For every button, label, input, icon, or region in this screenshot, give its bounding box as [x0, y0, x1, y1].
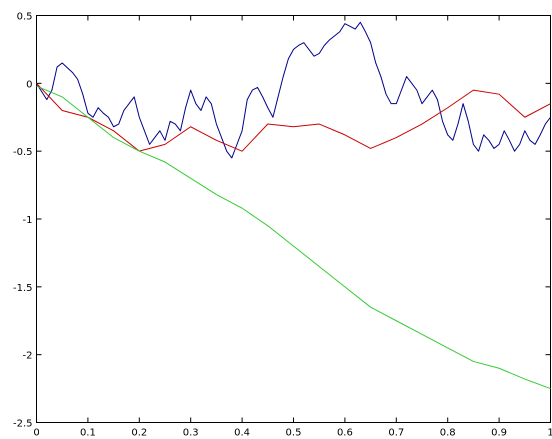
x-tick-label: 0.9	[491, 428, 507, 439]
y-axis: 0.5 0 -0.5 -1 -1.5 -2 -2.5	[13, 12, 551, 430]
x-tick-label: 0.3	[183, 428, 199, 439]
series-line-1	[36, 21, 551, 159]
series-line-3	[36, 85, 551, 390]
y-tick-label: -2.5	[13, 419, 33, 430]
y-tick-label: -1	[23, 215, 33, 226]
y-tick-label: -1.5	[13, 283, 33, 294]
series-line-2	[36, 82, 551, 152]
y-tick-label: -0.5	[13, 147, 33, 158]
y-tick-label: 0.5	[17, 12, 33, 23]
x-tick-label: 0.2	[131, 428, 147, 439]
x-axis: 0 0.1 0.2 0.3 0.4 0.5 0.6 0.7 0.8 0.9 1	[33, 15, 552, 439]
y-tick-label: 0	[26, 79, 32, 90]
x-tick-label: 0	[33, 428, 39, 439]
x-tick-label: 0.1	[80, 428, 96, 439]
x-tick-label: 0.7	[388, 428, 404, 439]
x-tick-label: 0.8	[440, 428, 456, 439]
series-layer	[36, 21, 551, 390]
y-tick-label: -2	[23, 351, 33, 362]
x-tick-label: 0.5	[286, 428, 302, 439]
x-tick-label: 0.4	[234, 428, 250, 439]
x-tick-label: 1	[547, 428, 552, 439]
x-tick-label: 0.6	[337, 428, 353, 439]
